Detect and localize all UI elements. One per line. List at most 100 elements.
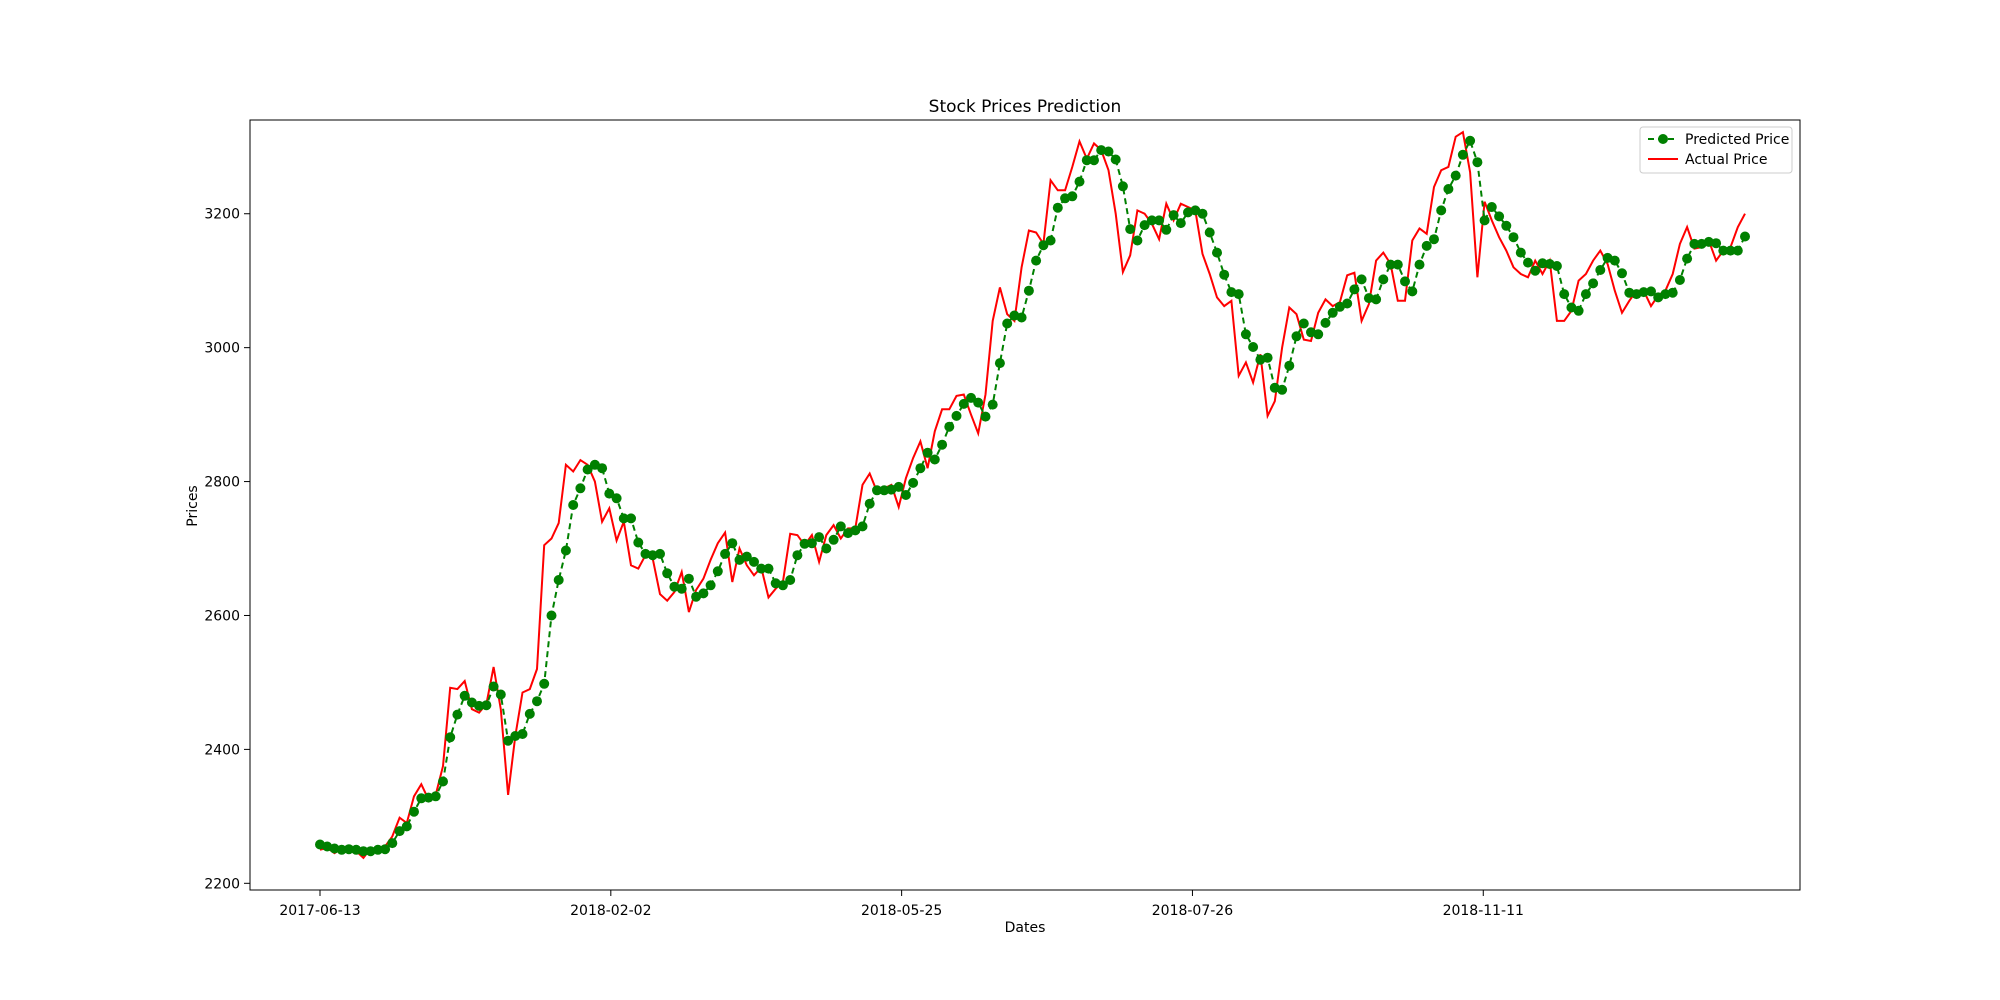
predicted-point [1349,284,1360,295]
predicted-point [1371,294,1382,305]
predicted-point [1233,289,1244,300]
predicted-point [380,844,391,855]
predicted-point [1204,227,1215,238]
predicted-point [1732,245,1743,256]
predicted-point [1378,274,1389,285]
y-tick-label: 3200 [204,207,240,223]
predicted-point [1725,245,1736,256]
y-axis-label: Prices [185,485,201,526]
predicted-point [937,439,948,450]
predicted-point [517,729,528,739]
predicted-point [452,709,463,720]
predicted-point [1081,155,1092,166]
predicted-point [987,399,998,410]
predicted-point [1023,285,1034,296]
predicted-point [560,545,571,556]
predicted-point [1110,154,1121,165]
predicted-point [633,537,644,548]
predicted-point [1450,170,1461,181]
predicted-point [1298,318,1309,329]
predicted-point [872,485,882,496]
predicted-point [835,521,846,532]
predicted-point [553,575,564,585]
predicted-point [1667,287,1678,298]
x-tick-label: 2017-06-13 [279,903,360,919]
predicted-point [459,690,470,701]
predicted-point [1573,305,1584,316]
y-tick-label: 2800 [204,475,240,491]
predicted-point [712,566,723,577]
predicted-point [655,548,665,559]
predicted-point [741,551,752,562]
predicted-point [799,538,810,549]
predicted-point [1537,258,1548,269]
predicted-point [438,776,448,787]
predicted-point [1638,287,1649,298]
predicted-point [1559,289,1570,300]
predicted-point [394,826,405,837]
predicted-point [1132,235,1143,246]
predicted-point [1443,184,1454,194]
predicted-point [973,397,984,408]
predicted-point [582,464,593,475]
predicted-point [1089,155,1099,166]
predicted-point [1067,191,1078,202]
predicted-point [705,580,716,591]
predicted-point [922,447,933,458]
predicted-point [626,513,636,524]
x-tick-label: 2018-11-11 [1443,903,1524,919]
predicted-point [416,793,427,804]
predicted-point [1248,342,1259,352]
predicted-point [1277,384,1288,395]
predicted-point [785,575,796,585]
predicted-point [1168,210,1179,221]
predicted-point [1212,247,1222,258]
predicted-point [409,806,419,817]
predicted-point [1320,317,1331,328]
predicted-point [1523,257,1533,268]
predicted-point [1740,231,1750,242]
x-axis-ticks: 2017-06-13 2018-02-02 2018-05-25 2018-07-26… [279,890,1524,919]
predicted-point [756,563,767,574]
predicted-point [524,708,535,719]
predicted-point [777,580,788,591]
predicted-point [951,410,962,421]
plot-area [249,119,1801,891]
x-tick-label: 2018-02-02 [570,903,651,919]
predicted-point [1479,215,1490,226]
predicted-point [893,481,904,492]
predicted-point [1342,298,1353,309]
legend-predicted-label: Predicted Price [1685,132,1789,148]
predicted-point [1392,259,1403,270]
predicted-point [908,477,919,488]
predicted-point [944,421,955,432]
predicted-point [1472,157,1483,168]
predicted-point [1016,312,1027,323]
predicted-point [618,513,629,524]
predicted-point [1385,259,1396,270]
predicted-point [1508,232,1519,243]
legend-predicted-marker [1658,134,1668,144]
predicted-point [575,483,586,494]
predicted-point [532,696,542,707]
actual-price-line [319,130,1746,860]
predicted-point [1436,205,1447,216]
predicted-point [1674,275,1685,285]
predicted-point [1002,318,1013,329]
legend: Predicted Price Actual Price [1639,126,1793,174]
predicted-point [915,463,926,474]
y-axis-ticks: 2200 2400 2600 2800 3000 3200 [204,207,250,892]
predicted-point [1291,331,1302,342]
predicted-point [604,488,615,499]
predicted-point [372,844,383,855]
predicted-point [1031,255,1042,266]
predicted-point [879,485,890,496]
predicted-point [1595,265,1606,275]
legend-box [1639,126,1793,174]
series-layer [315,130,1750,860]
predicted-point [792,550,803,561]
y-tick-label: 2200 [204,876,240,892]
predicted-point [1646,286,1656,297]
predicted-point [1074,176,1085,187]
